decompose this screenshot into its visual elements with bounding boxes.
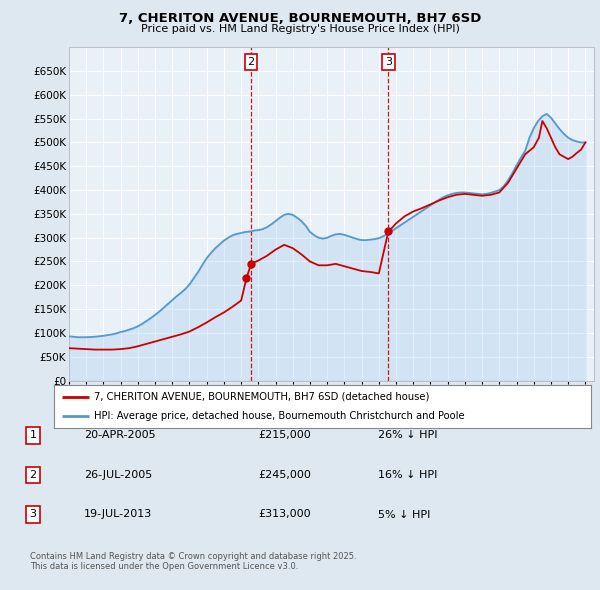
Text: 5% ↓ HPI: 5% ↓ HPI: [378, 510, 430, 519]
Text: 7, CHERITON AVENUE, BOURNEMOUTH, BH7 6SD (detached house): 7, CHERITON AVENUE, BOURNEMOUTH, BH7 6SD…: [94, 392, 430, 402]
Text: Price paid vs. HM Land Registry's House Price Index (HPI): Price paid vs. HM Land Registry's House …: [140, 25, 460, 34]
Text: 3: 3: [385, 57, 392, 67]
Text: 19-JUL-2013: 19-JUL-2013: [84, 510, 152, 519]
Text: 26-JUL-2005: 26-JUL-2005: [84, 470, 152, 480]
Text: 7, CHERITON AVENUE, BOURNEMOUTH, BH7 6SD: 7, CHERITON AVENUE, BOURNEMOUTH, BH7 6SD: [119, 12, 481, 25]
Text: £313,000: £313,000: [258, 510, 311, 519]
Text: 1: 1: [29, 431, 37, 440]
Text: HPI: Average price, detached house, Bournemouth Christchurch and Poole: HPI: Average price, detached house, Bour…: [94, 411, 465, 421]
Text: £215,000: £215,000: [258, 431, 311, 440]
Text: 2: 2: [248, 57, 254, 67]
Text: 20-APR-2005: 20-APR-2005: [84, 431, 155, 440]
Text: 3: 3: [29, 510, 37, 519]
Text: 16% ↓ HPI: 16% ↓ HPI: [378, 470, 437, 480]
Text: 2: 2: [29, 470, 37, 480]
Text: 26% ↓ HPI: 26% ↓ HPI: [378, 431, 437, 440]
Text: £245,000: £245,000: [258, 470, 311, 480]
Text: Contains HM Land Registry data © Crown copyright and database right 2025.: Contains HM Land Registry data © Crown c…: [30, 552, 356, 561]
Text: This data is licensed under the Open Government Licence v3.0.: This data is licensed under the Open Gov…: [30, 562, 298, 571]
